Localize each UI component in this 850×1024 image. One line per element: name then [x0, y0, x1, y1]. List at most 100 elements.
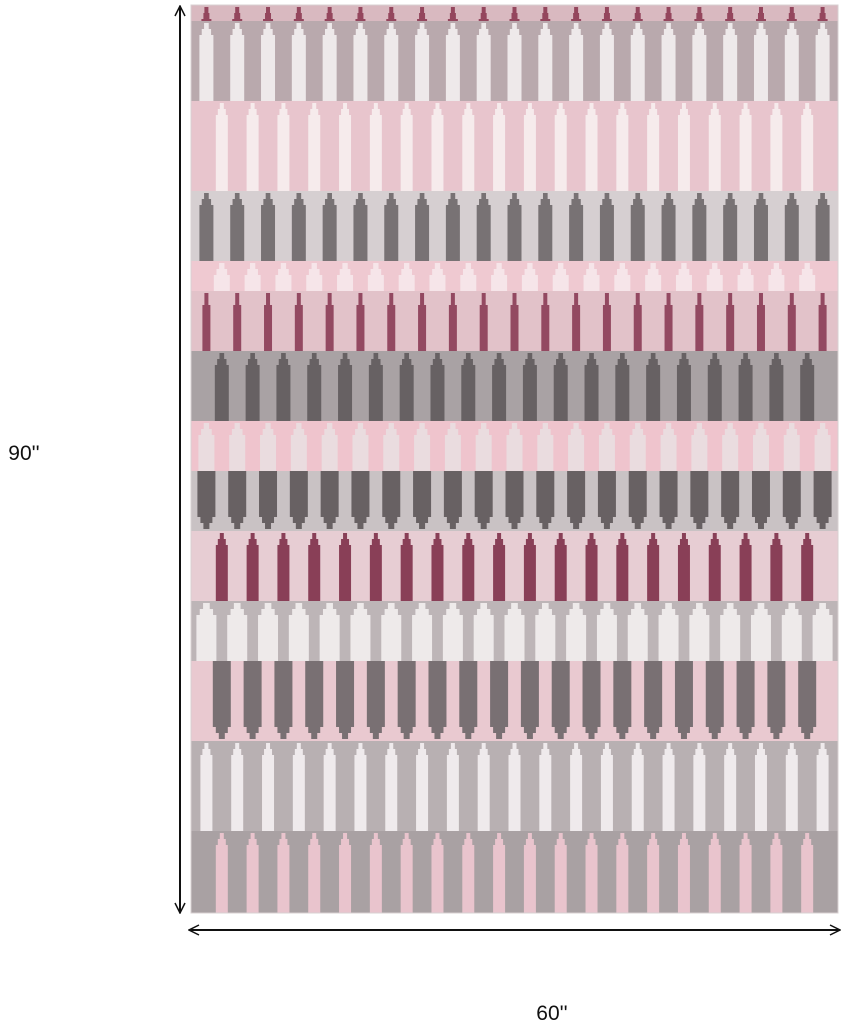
rug-motif — [339, 533, 352, 601]
rug-motif — [753, 23, 768, 101]
rug-motif — [677, 103, 690, 191]
rug-motif — [630, 193, 645, 261]
rug-motif — [628, 471, 647, 529]
rug-motif — [474, 471, 493, 529]
rug-motif — [444, 423, 461, 471]
rug-motif — [478, 7, 489, 21]
rug-motif — [232, 7, 243, 21]
rug-motif — [567, 471, 586, 529]
rug-motif — [289, 471, 308, 529]
rug-motif — [770, 533, 783, 601]
rug-motif — [538, 193, 553, 261]
rug-motif — [356, 293, 365, 351]
rug-motif — [540, 7, 551, 21]
rug-motif — [277, 103, 290, 191]
rug-motif — [661, 23, 676, 101]
rug-motif — [479, 293, 488, 351]
rug-band — [191, 101, 838, 191]
rug-motif — [263, 7, 274, 21]
rug-motif — [535, 603, 556, 661]
rug-motif — [322, 193, 337, 261]
rug-motif — [739, 103, 752, 191]
rug-motif — [736, 661, 755, 739]
rug-motif — [707, 353, 722, 421]
rug-motif — [366, 661, 385, 739]
rug-motif — [277, 833, 290, 913]
rug-motif — [616, 103, 629, 191]
rug-motif — [569, 193, 584, 261]
rug-motif — [320, 471, 339, 529]
rug-motif — [233, 293, 242, 351]
rug-motif — [721, 471, 740, 529]
rug-motif — [476, 23, 491, 101]
rug-motif — [384, 193, 399, 261]
rug-motif — [339, 103, 352, 191]
rug-motif — [277, 533, 290, 601]
rug-motif — [596, 603, 617, 661]
rug-motif — [708, 103, 721, 191]
rug-motif — [387, 293, 396, 351]
rug-motif — [246, 103, 259, 191]
rug-motif — [552, 263, 569, 291]
rug-motif — [384, 23, 399, 101]
rug-motif — [291, 23, 306, 101]
rug-motif — [275, 263, 292, 291]
rug-motif — [769, 353, 784, 421]
rug-motif — [739, 833, 752, 913]
rug-motif — [308, 533, 321, 601]
rug-motif — [228, 471, 247, 529]
rug-motif — [491, 263, 508, 291]
rug-motif — [723, 193, 738, 261]
rug-motif — [801, 103, 814, 191]
rug-motif — [258, 603, 279, 661]
rug-motif — [443, 471, 462, 529]
rug-motif — [414, 423, 431, 471]
rug-motif — [767, 661, 786, 739]
rug-motif — [415, 23, 430, 101]
rug-motif — [338, 353, 353, 421]
rug-motif — [399, 353, 414, 421]
rug-motif — [664, 293, 673, 351]
rug-motif — [383, 423, 400, 471]
rug-motif — [412, 603, 433, 661]
rug-motif — [294, 293, 303, 351]
rug-motif — [752, 423, 769, 471]
rug-motif — [324, 7, 335, 21]
rug-motif — [507, 193, 522, 261]
rug-motif — [783, 423, 800, 471]
rug-motif — [262, 743, 275, 831]
rug-motif — [397, 661, 416, 739]
rug-motif — [597, 471, 616, 529]
rug-motif — [462, 103, 475, 191]
rug-motif — [288, 603, 309, 661]
rug-motif — [692, 23, 707, 101]
rug-motif — [398, 263, 415, 291]
rug-motif — [477, 743, 490, 831]
rug-motif — [418, 293, 427, 351]
rug-motif — [799, 263, 816, 291]
rug-motif — [801, 533, 814, 601]
rug-motif — [817, 7, 828, 21]
rug-motif — [784, 23, 799, 101]
rug-motif — [646, 353, 661, 421]
rug-motif — [430, 353, 445, 421]
rug-motif — [353, 193, 368, 261]
rug-motif — [461, 353, 476, 421]
rug-motif — [230, 23, 245, 101]
rug-motif — [355, 7, 366, 21]
rug-motif — [381, 603, 402, 661]
rug-motif — [738, 353, 753, 421]
rug-motif — [415, 193, 430, 261]
rug-motif — [229, 423, 246, 471]
rug-motif — [629, 423, 646, 471]
rug-motif — [784, 193, 799, 261]
rug-motif — [293, 7, 304, 21]
rug-motif — [583, 263, 600, 291]
rug-motif — [551, 661, 570, 739]
rug-motif — [815, 23, 830, 101]
rug-motif — [505, 471, 524, 529]
rug-motif — [476, 193, 491, 261]
rug-motif — [369, 533, 382, 601]
rug-motif — [569, 23, 584, 101]
rug-motif — [645, 263, 662, 291]
